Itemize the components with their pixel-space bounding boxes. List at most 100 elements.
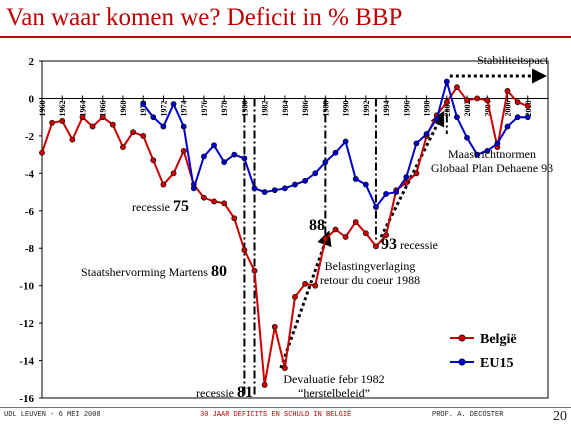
x-tick-label: 1960 [38, 100, 47, 116]
x-tick-label: 1970 [139, 100, 148, 116]
y-tick-label: -8 [25, 243, 35, 255]
data-point-belgie [362, 230, 369, 237]
x-tick-label: 2006 [504, 100, 513, 116]
annotation-staatshervorming-80-text: Staatshervorming Martens [81, 265, 211, 279]
annotation-maastricht-line1: Maastrichtnormen [448, 147, 536, 161]
data-point-eu15 [292, 181, 298, 188]
x-tick-label: 2002 [463, 100, 472, 116]
annotation-recessie-93: 93 recessie [381, 236, 438, 253]
annotation-recessie-75-text: recessie [132, 200, 173, 214]
annotation-recessie-93-suffix: recessie [397, 238, 438, 252]
data-point-belgie [109, 121, 116, 128]
data-point-belgie [342, 234, 349, 240]
data-point-eu15 [514, 114, 521, 121]
data-point-belgie [39, 149, 45, 156]
annotation-88-year: 88 [309, 217, 325, 234]
data-point-eu15 [484, 147, 491, 154]
x-tick-label: 1984 [281, 100, 290, 116]
x-tick-label: 2004 [483, 100, 492, 116]
data-point-belgie [221, 200, 228, 207]
data-point-belgie [332, 226, 339, 233]
data-point-belgie [231, 215, 238, 222]
data-point-eu15 [393, 189, 400, 195]
legend-label-eu15: EU15 [480, 356, 513, 371]
annotation-stabiliteitspact: Stabiliteitspact [477, 53, 549, 67]
data-point-belgie [484, 97, 491, 104]
y-tick-label: -16 [19, 393, 34, 405]
data-point-eu15 [443, 78, 450, 85]
data-point-belgie [474, 95, 481, 102]
page-number: 20 [553, 409, 567, 424]
data-point-belgie [160, 181, 167, 188]
data-point-belgie [454, 84, 460, 91]
data-point-belgie [69, 136, 76, 143]
data-point-belgie [312, 282, 319, 289]
annotation-recessie-81-year: 81 [237, 384, 253, 401]
data-point-belgie [271, 323, 278, 330]
annotation-belastingverlaging-line1: Belastingverlaging [325, 259, 416, 273]
legend-label-belgie: België [480, 332, 517, 347]
data-point-eu15 [383, 191, 389, 197]
data-point-eu15 [524, 114, 531, 121]
data-point-belgie [514, 99, 521, 106]
plot-frame [41, 60, 549, 399]
data-point-belgie [49, 119, 56, 126]
x-tick-label: 1980 [240, 100, 249, 116]
x-tick-label: 1966 [99, 100, 108, 116]
x-tick-label: 1982 [261, 100, 270, 116]
data-point-eu15 [433, 116, 440, 122]
data-point-belgie [352, 219, 359, 225]
data-point-eu15 [403, 174, 410, 180]
data-point-eu15 [221, 159, 228, 165]
x-tick-label: 1992 [362, 100, 371, 116]
data-point-belgie [443, 99, 450, 106]
data-point-belgie [302, 280, 309, 287]
data-point-belgie [170, 170, 177, 177]
data-point-eu15 [170, 101, 177, 107]
legend-marker-belgie [458, 334, 466, 342]
data-point-eu15 [332, 149, 339, 156]
x-tick-label: 1998 [423, 100, 432, 116]
data-point-belgie [322, 235, 329, 242]
series-line-belgie [41, 85, 529, 386]
x-tick-label: 1978 [220, 100, 229, 116]
data-point-belgie [99, 114, 106, 121]
data-point-belgie [130, 129, 136, 136]
legend-marker-eu15 [458, 358, 466, 366]
annotation-belastingverlaging-line2: retour du coeur 1988 [320, 273, 420, 287]
data-point-belgie [524, 103, 531, 109]
data-point-eu15 [373, 204, 379, 210]
data-point-eu15 [201, 153, 207, 160]
data-point-eu15 [190, 185, 197, 192]
data-point-eu15 [180, 123, 187, 130]
data-point-belgie [292, 293, 298, 300]
data-point-eu15 [362, 181, 369, 188]
x-tick-label: 1990 [342, 100, 351, 116]
data-point-belgie [241, 247, 248, 253]
x-tick-label: 1988 [321, 100, 330, 116]
annotation-devaluatie-line1: Devaluatie febr 1982 [283, 372, 384, 386]
data-point-eu15 [352, 176, 359, 182]
data-point-belgie [201, 194, 207, 201]
data-point-eu15 [342, 138, 349, 145]
data-point-eu15 [464, 134, 470, 141]
data-point-belgie [413, 170, 420, 177]
annotation-recessie-75-year: 75 [173, 198, 189, 215]
data-point-belgie [464, 97, 470, 104]
data-point-belgie [150, 157, 157, 164]
y-tick-label: -6 [25, 206, 35, 218]
data-point-belgie [383, 232, 389, 239]
annotation-maastricht-line2: Globaal Plan Dehaene 93 [431, 161, 553, 175]
data-point-eu15 [474, 151, 481, 158]
y-tick-label: -4 [25, 168, 35, 180]
data-point-belgie [180, 147, 187, 154]
footer-center: 30 JAAR DEFICITS EN SCHULD IN BELGIË [200, 411, 352, 419]
data-point-eu15 [261, 189, 268, 195]
y-tick-label: -10 [19, 281, 34, 293]
x-tick-label: 1964 [78, 100, 87, 116]
y-tick-label: -2 [25, 131, 35, 143]
data-point-eu15 [281, 185, 288, 192]
annotation-recessie-81-text: recessie [196, 386, 237, 400]
annotation-staatshervorming-80-year: 80 [211, 263, 227, 280]
annotation-88: 88 [309, 217, 325, 234]
